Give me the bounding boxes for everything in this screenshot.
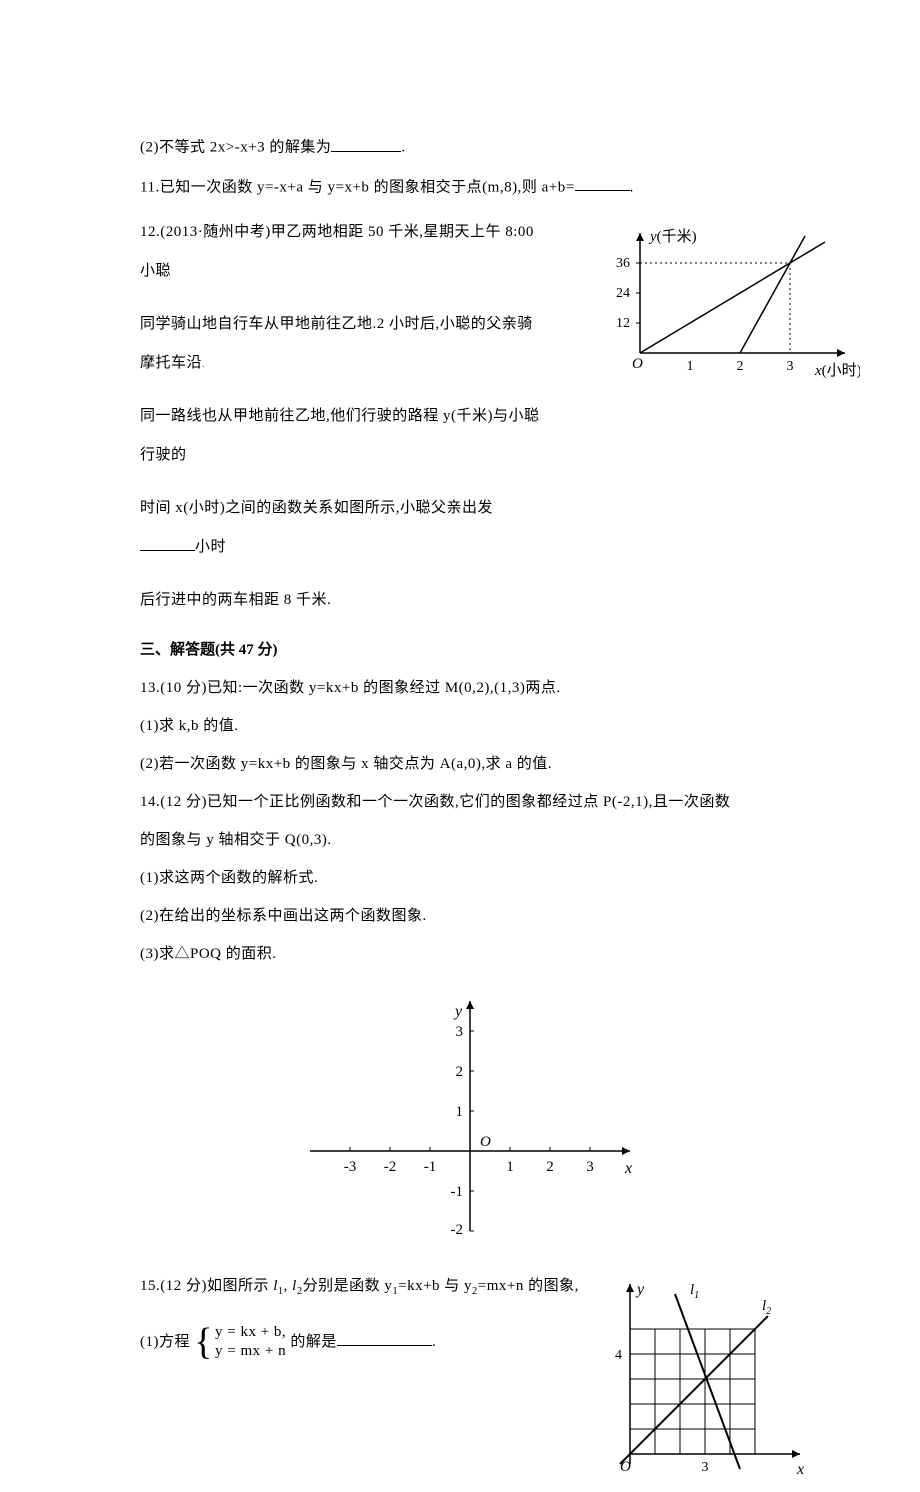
svg-text:x: x xyxy=(796,1461,804,1478)
q12-l4: 时间 x(小时)之间的函数关系如图所示,小聪父亲出发小时 xyxy=(140,489,540,567)
svg-text:3: 3 xyxy=(787,359,794,374)
svg-text:-1: -1 xyxy=(424,1159,437,1175)
svg-text:O: O xyxy=(480,1134,491,1150)
q15-stem: 15.(12 分)如图所示 l1, l2分别是函数 y1=kx+b 与 y2=m… xyxy=(140,1274,620,1301)
q10-2-blank[interactable] xyxy=(331,134,401,152)
q13-stem: 13.(10 分)已知:一次函数 y=kx+b 的图象经过 M(0,2),(1,… xyxy=(140,676,800,700)
svg-text:-3: -3 xyxy=(344,1159,357,1175)
q13-p1: (1)求 k,b 的值. xyxy=(140,714,800,738)
q15-p1: (1)方程 { y = kx + b, y = mx + n 的解是. xyxy=(140,1323,620,1362)
q14-p1: (1)求这两个函数的解析式. xyxy=(140,866,800,890)
q12-blank[interactable] xyxy=(140,534,195,552)
q10-2-tail: . xyxy=(401,140,405,156)
q11-tail: . xyxy=(630,179,634,195)
q12-l1: 12.(2013·随州中考)甲乙两地相距 50 千米,星期天上午 8:00 小聪 xyxy=(140,213,540,291)
q12-chart: 12 24 36 1 2 3 O y(千米) x(小时) xyxy=(600,223,860,391)
q10-part2: (2)不等式 2x>-x+3 的解集为. xyxy=(140,134,800,160)
svg-text:y: y xyxy=(635,1281,645,1298)
svg-text:2: 2 xyxy=(546,1159,554,1175)
svg-text:3: 3 xyxy=(586,1159,594,1175)
svg-text:24: 24 xyxy=(616,286,630,301)
section3-title: 三、解答题(共 47 分) xyxy=(140,638,800,662)
q15: 15.(12 分)如图所示 l1, l2分别是函数 y1=kx+b 与 y2=m… xyxy=(140,1274,800,1362)
svg-text:-2: -2 xyxy=(384,1159,397,1175)
q14-p2: (2)在给出的坐标系中画出这两个函数图象. xyxy=(140,904,800,928)
svg-text:3: 3 xyxy=(456,1024,464,1040)
q15-blank[interactable] xyxy=(337,1328,432,1346)
svg-text:3: 3 xyxy=(702,1460,709,1475)
svg-text:1: 1 xyxy=(687,359,694,374)
svg-text:36: 36 xyxy=(616,256,630,271)
svg-text:-2: -2 xyxy=(451,1222,464,1238)
q14-stem1: 14.(12 分)已知一个正比例函数和一个一次函数,它们的图象都经过点 P(-2… xyxy=(140,790,800,814)
svg-text:l2: l2 xyxy=(762,1298,771,1317)
q11: 11.已知一次函数 y=-x+a 与 y=x+b 的图象相交于点(m,8),则 … xyxy=(140,174,800,200)
svg-text:x: x xyxy=(624,1160,632,1177)
q14-stem2: 的图象与 y 轴相交于 Q(0,3). xyxy=(140,828,800,852)
dot-marker: . xyxy=(202,359,205,370)
q12-l2: 同学骑山地自行车从甲地前往乙地.2 小时后,小聪的父亲骑摩托车沿. xyxy=(140,305,540,383)
svg-text:y: y xyxy=(453,1003,463,1020)
q11-blank[interactable] xyxy=(575,174,630,192)
svg-text:x(小时): x(小时) xyxy=(814,362,860,379)
q11-text: 11.已知一次函数 y=-x+a 与 y=x+b 的图象相交于点(m,8),则 … xyxy=(140,179,575,195)
q14-chart: -3 -2 -1 1 2 3 1 2 3 -1 xyxy=(140,981,800,1259)
q13-p2: (2)若一次函数 y=kx+b 的图象与 x 轴交点为 A(a,0),求 a 的… xyxy=(140,752,800,776)
q15-chart: 3 4 O x y l1 l2 xyxy=(600,1274,810,1492)
brace-equation: { y = kx + b, y = mx + n xyxy=(194,1323,286,1362)
svg-text:2: 2 xyxy=(737,359,744,374)
svg-text:l1: l1 xyxy=(690,1282,699,1301)
q12-l5: 后行进中的两车相距 8 千米. xyxy=(140,581,540,620)
svg-text:4: 4 xyxy=(615,1348,622,1363)
svg-text:y(千米): y(千米) xyxy=(648,228,697,245)
svg-text:2: 2 xyxy=(456,1064,464,1080)
svg-text:1: 1 xyxy=(456,1104,464,1120)
q12-l3: 同一路线也从甲地前往乙地,他们行驶的路程 y(千米)与小聪行驶的 xyxy=(140,397,540,475)
q12: 12.(2013·随州中考)甲乙两地相距 50 千米,星期天上午 8:00 小聪… xyxy=(140,213,800,620)
q14-p3: (3)求△POQ 的面积. xyxy=(140,942,800,966)
svg-text:12: 12 xyxy=(616,316,630,331)
svg-text:1: 1 xyxy=(506,1159,514,1175)
svg-text:O: O xyxy=(632,356,643,372)
svg-text:-1: -1 xyxy=(451,1184,464,1200)
q10-2-text: (2)不等式 2x>-x+3 的解集为 xyxy=(140,140,331,156)
